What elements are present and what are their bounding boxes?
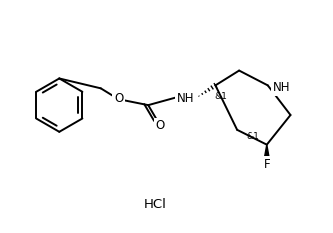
Text: &1: &1 <box>246 132 259 141</box>
Polygon shape <box>264 145 269 158</box>
Text: NH: NH <box>273 81 290 94</box>
Text: O: O <box>156 119 165 132</box>
Text: NH: NH <box>177 92 194 105</box>
Text: HCl: HCl <box>144 199 166 211</box>
Text: &1: &1 <box>214 92 227 101</box>
Text: F: F <box>263 158 270 171</box>
Text: O: O <box>114 92 123 105</box>
